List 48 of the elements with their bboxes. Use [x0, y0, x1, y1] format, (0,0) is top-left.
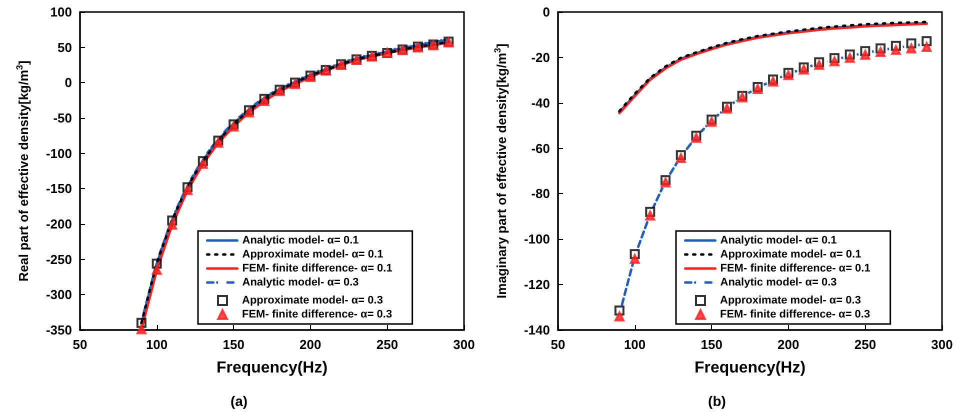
x-tick-label: 200	[778, 337, 800, 352]
legend-label: FEM- finite difference- α= 0.3	[720, 308, 870, 320]
x-tick-label: 300	[931, 337, 953, 352]
legend-label: Analytic model- α= 0.1	[242, 234, 359, 246]
y-tick-label: -20	[531, 50, 550, 65]
legend-label: Analytic model- α= 0.3	[720, 276, 837, 288]
y-tick-label: 0	[542, 4, 550, 20]
x-tick-label: 200	[300, 337, 322, 352]
text: (b)	[708, 393, 726, 409]
text: (a)	[230, 393, 248, 409]
x-tick-label: 300	[453, 337, 475, 352]
y-tick-label: -80	[531, 186, 550, 202]
y-tick-label: -120	[524, 277, 550, 292]
y-axis-title: Imaginary part of effective density[kg/m3]	[492, 44, 509, 298]
legend-label: Approximate model- α= 0.3	[242, 294, 383, 306]
x-tick-label: 250	[854, 337, 876, 352]
legend-label: FEM- finite difference- α= 0.1	[720, 262, 870, 274]
x-axis-title: Frequency(Hz)	[694, 360, 806, 376]
x-tick-label: 50	[72, 337, 88, 352]
y-tick-label: -40	[531, 95, 550, 110]
x-tick-label: 250	[376, 337, 398, 352]
y-tick-label: 50	[58, 40, 72, 55]
x-tick-label: 50	[550, 337, 566, 352]
y-tick-label: -350	[46, 322, 72, 338]
y-tick-label: -50	[53, 110, 72, 126]
y-tick-label: -250	[46, 252, 72, 267]
y-tick-label: -300	[46, 287, 72, 302]
legend-label: Analytic model- α= 0.1	[720, 234, 837, 246]
legend-label: FEM- finite difference- α= 0.1	[242, 262, 392, 274]
x-tick-label: 150	[222, 337, 244, 352]
y-tick-label: -100	[524, 232, 550, 247]
legend-label: FEM- finite difference- α= 0.3	[242, 308, 392, 320]
y-tick-label: -60	[531, 140, 550, 156]
x-tick-label: 100	[146, 337, 168, 352]
legend-label: Approximate model- α= 0.1	[720, 248, 862, 260]
x-tick-label: 100	[624, 337, 646, 352]
legend-label: Analytic model- α= 0.3	[242, 276, 359, 288]
x-tick-label: 150	[700, 337, 722, 352]
y-tick-label: -140	[524, 322, 550, 338]
y-axis-title: Real part of effective density[kg/m3]	[14, 60, 31, 282]
x-axis-title: Frequency(Hz)	[216, 360, 328, 376]
y-tick-label: 0	[64, 75, 72, 90]
y-tick-label: -100	[46, 146, 72, 161]
y-tick-label: -200	[46, 216, 72, 232]
legend-label: Approximate model- α= 0.1	[242, 248, 384, 260]
y-tick-label: -150	[46, 181, 72, 196]
y-tick-label: 100	[50, 4, 72, 20]
legend-label: Approximate model- α= 0.3	[720, 294, 861, 306]
